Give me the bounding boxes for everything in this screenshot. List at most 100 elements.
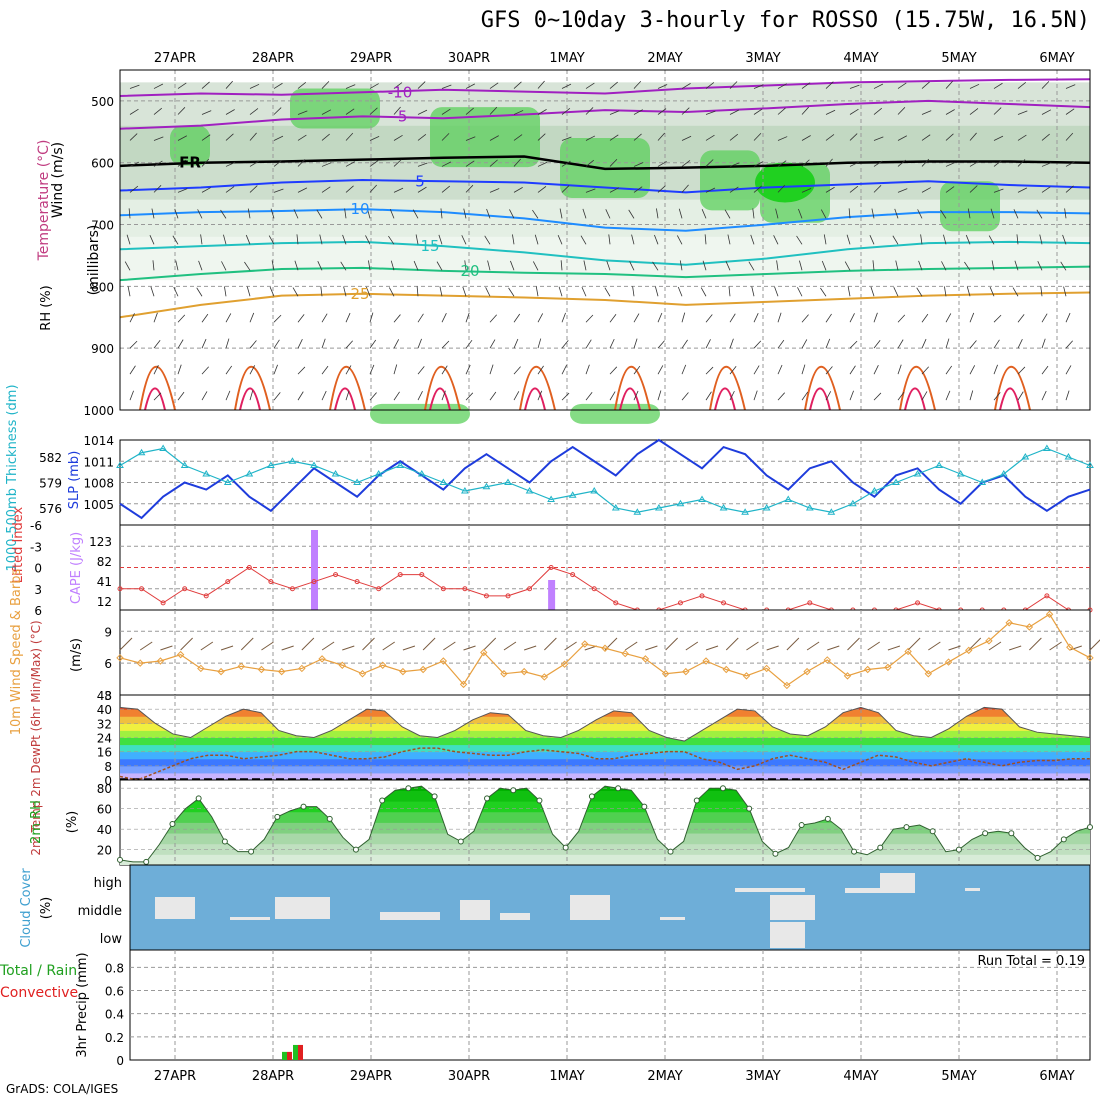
wind-barb <box>945 390 951 401</box>
wind-barb <box>388 287 395 297</box>
wind-barb <box>417 162 428 167</box>
wind-barb <box>201 134 211 141</box>
wind-barb <box>129 108 139 115</box>
wind10-barb <box>261 641 274 651</box>
wind-barb <box>463 208 467 219</box>
temp-tick-label: 40 <box>97 703 112 717</box>
wind-barb <box>1017 110 1028 115</box>
wind-barb <box>465 364 471 375</box>
wind-barb <box>989 286 995 297</box>
wind-barb <box>969 390 974 401</box>
precip-conv-bar <box>298 1044 303 1060</box>
rh2m-point <box>772 850 779 857</box>
wind10-barb <box>928 641 941 651</box>
wind-barb <box>273 107 282 115</box>
wind-barb <box>897 339 904 349</box>
thickness-point <box>223 478 232 485</box>
thickness-point <box>482 482 491 490</box>
bottom-date-axis: 27APR 28APR 29APR 30APR 1MAY 2MAY 3MAY 4MAY 5MAY… <box>154 1069 1075 1084</box>
wind-barb <box>801 364 806 375</box>
thickness-point <box>956 470 965 477</box>
wind-barb <box>825 158 833 167</box>
wind10-point <box>843 672 852 680</box>
wind-barb <box>177 159 186 167</box>
wind-barb <box>825 366 833 375</box>
wind-barb <box>153 83 164 89</box>
wind-barb <box>921 187 931 193</box>
wind-barb <box>150 286 155 297</box>
wind10-barb <box>160 645 173 651</box>
wind-barb <box>777 136 788 141</box>
cloud-block <box>770 895 815 920</box>
wind-barb <box>609 110 620 115</box>
rh-high-area <box>430 107 540 168</box>
wind10-tick-label: 6 <box>104 657 112 671</box>
wind-barb <box>1012 287 1019 297</box>
rh2m-point <box>143 858 150 865</box>
wind-barb <box>753 185 762 193</box>
rh2m-series <box>117 785 1093 865</box>
wind-barb <box>1016 234 1019 245</box>
wind10-point <box>762 664 771 673</box>
wind-barb <box>1062 234 1067 245</box>
wind-barb <box>513 134 523 141</box>
thickness-point <box>137 448 146 456</box>
wind-barb <box>509 209 515 219</box>
isotherm-line <box>119 208 1091 232</box>
wind-barb <box>1036 209 1043 219</box>
wind-barb <box>585 391 593 401</box>
wind10-panel: 9 6 3 10m Wind Speed & Barbs (m/s) <box>9 569 1100 735</box>
surface-temp-contour <box>239 387 261 411</box>
wind-barb <box>393 134 403 141</box>
thickness-point <box>999 470 1008 477</box>
li-point <box>333 572 339 578</box>
isotherm-line <box>119 78 1091 97</box>
rh2m-line <box>119 785 1091 863</box>
wind-barb <box>727 234 731 245</box>
wind-barb <box>246 286 251 297</box>
wind-barb <box>249 108 259 115</box>
wind-barb <box>1017 314 1025 323</box>
wind-barb <box>465 184 474 193</box>
wind-barb <box>941 261 947 271</box>
temp-band <box>120 737 1090 746</box>
wind-barb <box>753 108 763 115</box>
wind-barb <box>345 365 352 375</box>
wind-barb <box>893 287 899 297</box>
wind-barb <box>969 365 976 375</box>
rh2m-point <box>274 813 281 820</box>
wind-barb <box>825 313 832 323</box>
rh-max-area <box>755 162 815 203</box>
wind10-barb <box>867 641 880 651</box>
cape-bar <box>548 580 556 610</box>
thickness-point <box>590 487 599 494</box>
wind-barb <box>1041 365 1049 375</box>
precip-tick-label: 0.8 <box>105 961 124 975</box>
wind-barb <box>129 390 134 401</box>
wind-barb <box>297 159 306 167</box>
wind-barb <box>964 261 971 271</box>
thickness-point <box>978 478 987 485</box>
wind-barb <box>513 110 524 115</box>
wind10-point <box>1086 654 1094 662</box>
wind-barb <box>268 235 275 245</box>
wind-barb <box>393 159 402 167</box>
wind10-point <box>116 654 124 662</box>
wind10-point <box>1066 643 1074 651</box>
wind-barb <box>417 81 426 89</box>
wind-barb <box>537 161 548 167</box>
date-tick-label: 4MAY <box>843 51 878 66</box>
wind-barb <box>873 107 883 115</box>
thickness-point <box>784 495 793 502</box>
wind-barb <box>464 260 467 271</box>
wind-barb <box>801 159 810 167</box>
wind-barb <box>825 391 832 401</box>
thickness-point <box>698 495 706 502</box>
isotherm-label: 10 <box>350 200 369 218</box>
wind-barb <box>129 185 139 193</box>
wind-barb <box>417 366 425 375</box>
wind-barb <box>681 184 689 193</box>
wind-barb <box>657 390 662 401</box>
wind-barb <box>657 312 663 323</box>
wind-barb <box>438 234 443 245</box>
